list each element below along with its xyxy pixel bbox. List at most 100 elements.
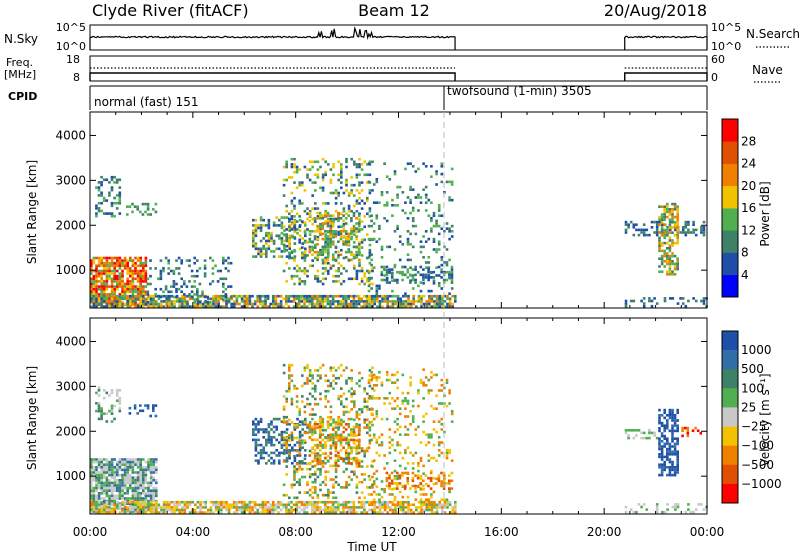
velocity-cell xyxy=(383,500,387,504)
power-cell xyxy=(430,165,433,168)
power-cell xyxy=(440,256,444,259)
power-cell xyxy=(344,302,348,306)
power-cell xyxy=(123,297,127,301)
power-cell xyxy=(134,305,137,308)
velocity-cell xyxy=(396,477,399,481)
power-cell xyxy=(668,249,672,253)
power-cell xyxy=(131,272,135,275)
power-cell xyxy=(676,213,679,216)
power-cell xyxy=(417,167,420,171)
power-cell xyxy=(233,294,236,298)
velocity-cell xyxy=(113,471,116,474)
velocity-cell xyxy=(318,511,322,514)
velocity-cell xyxy=(90,511,93,514)
power-cell xyxy=(353,163,356,166)
power-cell xyxy=(175,287,178,291)
velocity-cell xyxy=(440,451,444,455)
power-cell xyxy=(666,257,669,260)
power-cell xyxy=(103,282,106,286)
power-cell xyxy=(383,217,386,220)
velocity-cell xyxy=(448,449,451,452)
velocity-cell xyxy=(347,508,350,512)
velocity-cell xyxy=(327,434,330,437)
velocity-cell xyxy=(292,508,296,512)
power-cell xyxy=(314,173,317,177)
power-cell xyxy=(668,244,672,247)
power-cell xyxy=(448,302,452,306)
velocity-cell xyxy=(267,423,271,426)
velocity-cell xyxy=(144,497,148,500)
velocity-cell xyxy=(396,503,400,507)
velocity-cell xyxy=(373,508,376,512)
power-cell xyxy=(170,302,174,306)
power-cell xyxy=(450,265,454,269)
power-cell xyxy=(113,269,116,273)
velocity-cell xyxy=(123,502,127,505)
velocity-cell xyxy=(308,425,312,429)
power-cell xyxy=(160,300,163,303)
velocity-cell xyxy=(113,489,116,492)
velocity-cell xyxy=(285,511,288,514)
velocity-cell xyxy=(363,426,366,429)
velocity-cell xyxy=(105,511,109,514)
velocity-cell xyxy=(372,373,376,377)
power-cell xyxy=(326,297,330,301)
velocity-ytick-label: 1000 xyxy=(55,469,86,483)
power-cell xyxy=(437,265,441,269)
velocity-cell xyxy=(427,433,431,436)
velocity-cell xyxy=(123,486,127,490)
velocity-cell xyxy=(331,506,335,509)
velocity-cell xyxy=(380,433,384,436)
power-cell xyxy=(303,209,307,213)
power-cell xyxy=(290,199,294,203)
power-cell xyxy=(425,305,428,308)
velocity-cell xyxy=(342,459,345,462)
power-cell xyxy=(671,254,674,258)
velocity-cell xyxy=(92,500,96,504)
power-cell xyxy=(159,272,163,275)
power-cell xyxy=(417,297,421,301)
velocity-cell xyxy=(313,459,317,462)
velocity-cell xyxy=(691,429,695,432)
velocity-cell xyxy=(389,506,392,509)
velocity-cell xyxy=(409,376,412,379)
velocity-cell xyxy=(152,404,155,407)
velocity-cell xyxy=(660,445,664,448)
velocity-cell xyxy=(92,497,96,500)
power-cell xyxy=(139,297,142,301)
velocity-cell xyxy=(430,511,434,514)
power-cell xyxy=(116,305,119,308)
power-cell xyxy=(311,207,314,210)
power-colorbar-swatch xyxy=(722,163,738,187)
power-cell xyxy=(198,267,202,270)
power-cell xyxy=(97,274,101,278)
power-cell xyxy=(679,231,682,234)
velocity-cell xyxy=(298,480,301,484)
velocity-cell xyxy=(663,466,666,469)
velocity-cell xyxy=(113,479,116,482)
power-cell xyxy=(293,165,296,169)
velocity-cell xyxy=(301,439,304,442)
power-cell xyxy=(396,224,399,228)
power-cell xyxy=(318,232,322,236)
velocity-cell xyxy=(319,467,322,471)
power-cell xyxy=(391,294,395,298)
velocity-cell xyxy=(298,444,301,448)
power-cell xyxy=(142,277,145,281)
power-cell xyxy=(331,222,335,225)
power-cell xyxy=(230,297,233,301)
velocity-cell xyxy=(285,423,289,426)
velocity-cell xyxy=(443,500,447,504)
power-cell xyxy=(329,217,333,221)
velocity-cell xyxy=(113,497,116,500)
velocity-cell xyxy=(329,478,333,481)
velocity-cell xyxy=(296,441,299,444)
velocity-cell xyxy=(681,434,684,438)
power-cell xyxy=(350,253,353,256)
power-cell xyxy=(663,254,666,258)
power-cell xyxy=(252,239,255,243)
velocity-cell xyxy=(342,413,346,416)
velocity-cell xyxy=(332,421,335,424)
velocity-cell xyxy=(121,497,124,500)
velocity-cell xyxy=(316,369,320,372)
